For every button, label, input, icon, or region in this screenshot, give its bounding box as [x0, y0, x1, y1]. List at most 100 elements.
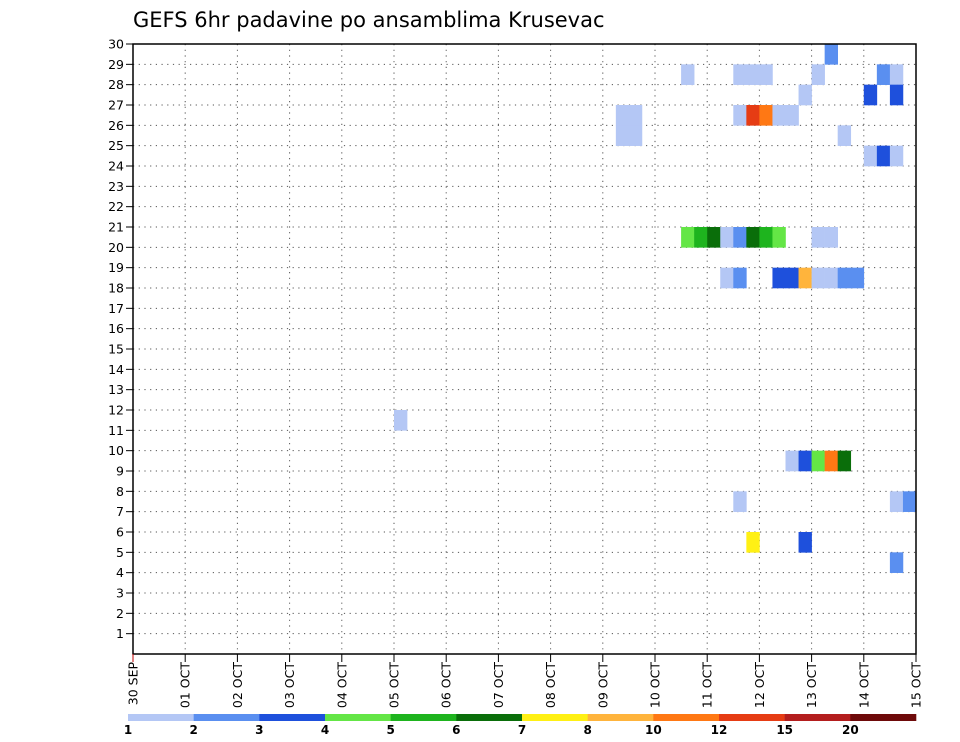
legend-label: 10	[645, 723, 662, 737]
heatmap-cell	[798, 450, 812, 472]
heatmap-cell	[707, 227, 721, 248]
legend-swatch	[193, 714, 260, 721]
heatmap-cell	[628, 105, 643, 126]
legend-swatch	[719, 714, 785, 721]
heatmap-cell	[889, 552, 904, 573]
y-tick-label: 23	[108, 179, 124, 194]
heatmap-cell	[902, 491, 917, 512]
x-tick-label: 02 OCT	[230, 662, 245, 708]
heatmap-cell	[720, 227, 734, 248]
legend-swatch	[128, 714, 194, 721]
x-tick-label: 01 OCT	[178, 662, 193, 708]
x-tick-label: 11 OCT	[700, 662, 715, 708]
y-tick-label: 9	[116, 464, 124, 479]
y-axis: 1234567891011121314151617181920212223242…	[108, 37, 133, 641]
chart-title: GEFS 6hr padavine po ansamblima Krusevac	[133, 8, 605, 32]
y-tick-label: 5	[116, 545, 124, 560]
legend-label: 5	[386, 723, 394, 737]
y-tick-label: 21	[108, 220, 124, 235]
heatmap-cell	[759, 227, 773, 248]
heatmap-cell	[733, 491, 747, 512]
heatmap-cell	[733, 105, 747, 126]
y-tick-label: 22	[108, 199, 124, 214]
y-tick-label: 28	[108, 77, 124, 92]
heatmap-cell	[615, 125, 630, 146]
y-tick-label: 25	[108, 138, 124, 153]
y-tick-label: 13	[108, 382, 124, 397]
legend-label: 8	[583, 723, 591, 737]
y-tick-label: 2	[116, 606, 124, 621]
y-tick-label: 18	[108, 281, 124, 296]
heatmap-cell	[798, 532, 812, 553]
heatmap-cell	[772, 227, 786, 248]
heatmap-cell	[746, 64, 760, 85]
legend-swatch	[850, 714, 917, 721]
y-tick-label: 3	[116, 586, 124, 601]
x-tick-label: 12 OCT	[752, 662, 767, 708]
heatmap-cell	[863, 145, 878, 167]
heatmap-cell	[850, 267, 865, 289]
heatmap-cell	[824, 450, 838, 472]
heatmap-cell	[759, 64, 773, 85]
heatmap-cell	[615, 105, 630, 126]
heatmap-cell	[733, 64, 747, 85]
y-tick-label: 30	[108, 37, 124, 52]
x-tick-label: 06 OCT	[439, 662, 454, 708]
legend-swatch	[390, 714, 457, 721]
y-tick-label: 1	[116, 626, 124, 641]
legend-label: 12	[711, 723, 728, 737]
y-tick-label: 17	[108, 301, 124, 316]
heatmap-cell	[824, 227, 838, 248]
legend-swatch	[587, 714, 654, 721]
x-tick-label: 14 OCT	[856, 662, 871, 708]
plot-frame	[132, 43, 917, 655]
heatmap-cell	[811, 267, 825, 289]
heatmap-cell	[628, 125, 643, 146]
legend-swatch	[456, 714, 523, 721]
heatmap-cell	[772, 267, 786, 289]
heatmap-cell	[681, 227, 695, 248]
y-tick-label: 4	[116, 565, 124, 580]
legend-label: 6	[452, 723, 460, 737]
x-tick-label: 09 OCT	[595, 662, 610, 708]
y-tick-label: 16	[108, 321, 124, 336]
heatmap-cell	[785, 450, 799, 472]
y-tick-label: 20	[108, 240, 124, 255]
heatmap-cell	[811, 64, 825, 85]
legend-label: 15	[776, 723, 793, 737]
heatmap-cell	[746, 105, 760, 126]
heatmap-cell	[733, 227, 747, 248]
y-tick-label: 19	[108, 260, 124, 275]
x-tick-label: 08 OCT	[543, 662, 558, 708]
heatmap-cell	[746, 227, 760, 248]
legend-swatch	[522, 714, 588, 721]
y-tick-label: 27	[108, 98, 124, 113]
heatmap-cell	[759, 105, 773, 126]
legend-label: 7	[518, 723, 526, 737]
heatmap-cell	[837, 267, 852, 289]
y-tick-label: 24	[108, 159, 124, 174]
y-tick-label: 29	[108, 57, 124, 72]
legend-label: 4	[321, 723, 329, 737]
heatmap-cell	[811, 450, 825, 472]
legend-swatch	[784, 714, 851, 721]
x-tick-label: 10 OCT	[648, 662, 663, 708]
heatmap-cell	[824, 44, 838, 65]
y-tick-label: 7	[116, 504, 124, 519]
heatmap-cell	[733, 267, 747, 289]
heatmap-cell	[798, 84, 812, 106]
heatmap-cell	[746, 532, 760, 553]
heatmap-cell	[889, 491, 904, 512]
grid-lines	[133, 43, 916, 654]
y-tick-label: 12	[108, 403, 124, 418]
y-tick-label: 10	[108, 443, 124, 458]
heatmap-cell	[720, 267, 734, 289]
x-tick-label: 04 OCT	[334, 662, 349, 708]
x-axis: 30 SEP 01 OCT 02 OCT 03 OCT 04 OCT 05 OCT 06 O…	[126, 654, 924, 708]
heatmap-cell	[394, 410, 408, 431]
heatmap-cell	[837, 125, 852, 146]
heatmap-cell	[876, 64, 891, 85]
y-tick-label: 26	[108, 118, 124, 133]
heatmap-cell	[785, 105, 799, 126]
